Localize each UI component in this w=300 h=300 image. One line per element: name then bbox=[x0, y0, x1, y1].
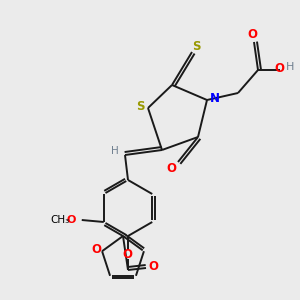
Text: O: O bbox=[247, 28, 257, 41]
Text: O: O bbox=[91, 243, 101, 256]
Text: CH₃: CH₃ bbox=[50, 215, 69, 225]
Text: O: O bbox=[122, 248, 132, 262]
Text: N: N bbox=[210, 92, 220, 104]
Text: O: O bbox=[148, 260, 158, 272]
Text: O: O bbox=[274, 62, 284, 76]
Text: S: S bbox=[136, 100, 144, 112]
Text: O: O bbox=[66, 215, 75, 225]
Text: H: H bbox=[111, 146, 119, 156]
Text: O: O bbox=[166, 161, 176, 175]
Text: S: S bbox=[192, 40, 200, 52]
Text: H: H bbox=[286, 62, 294, 72]
